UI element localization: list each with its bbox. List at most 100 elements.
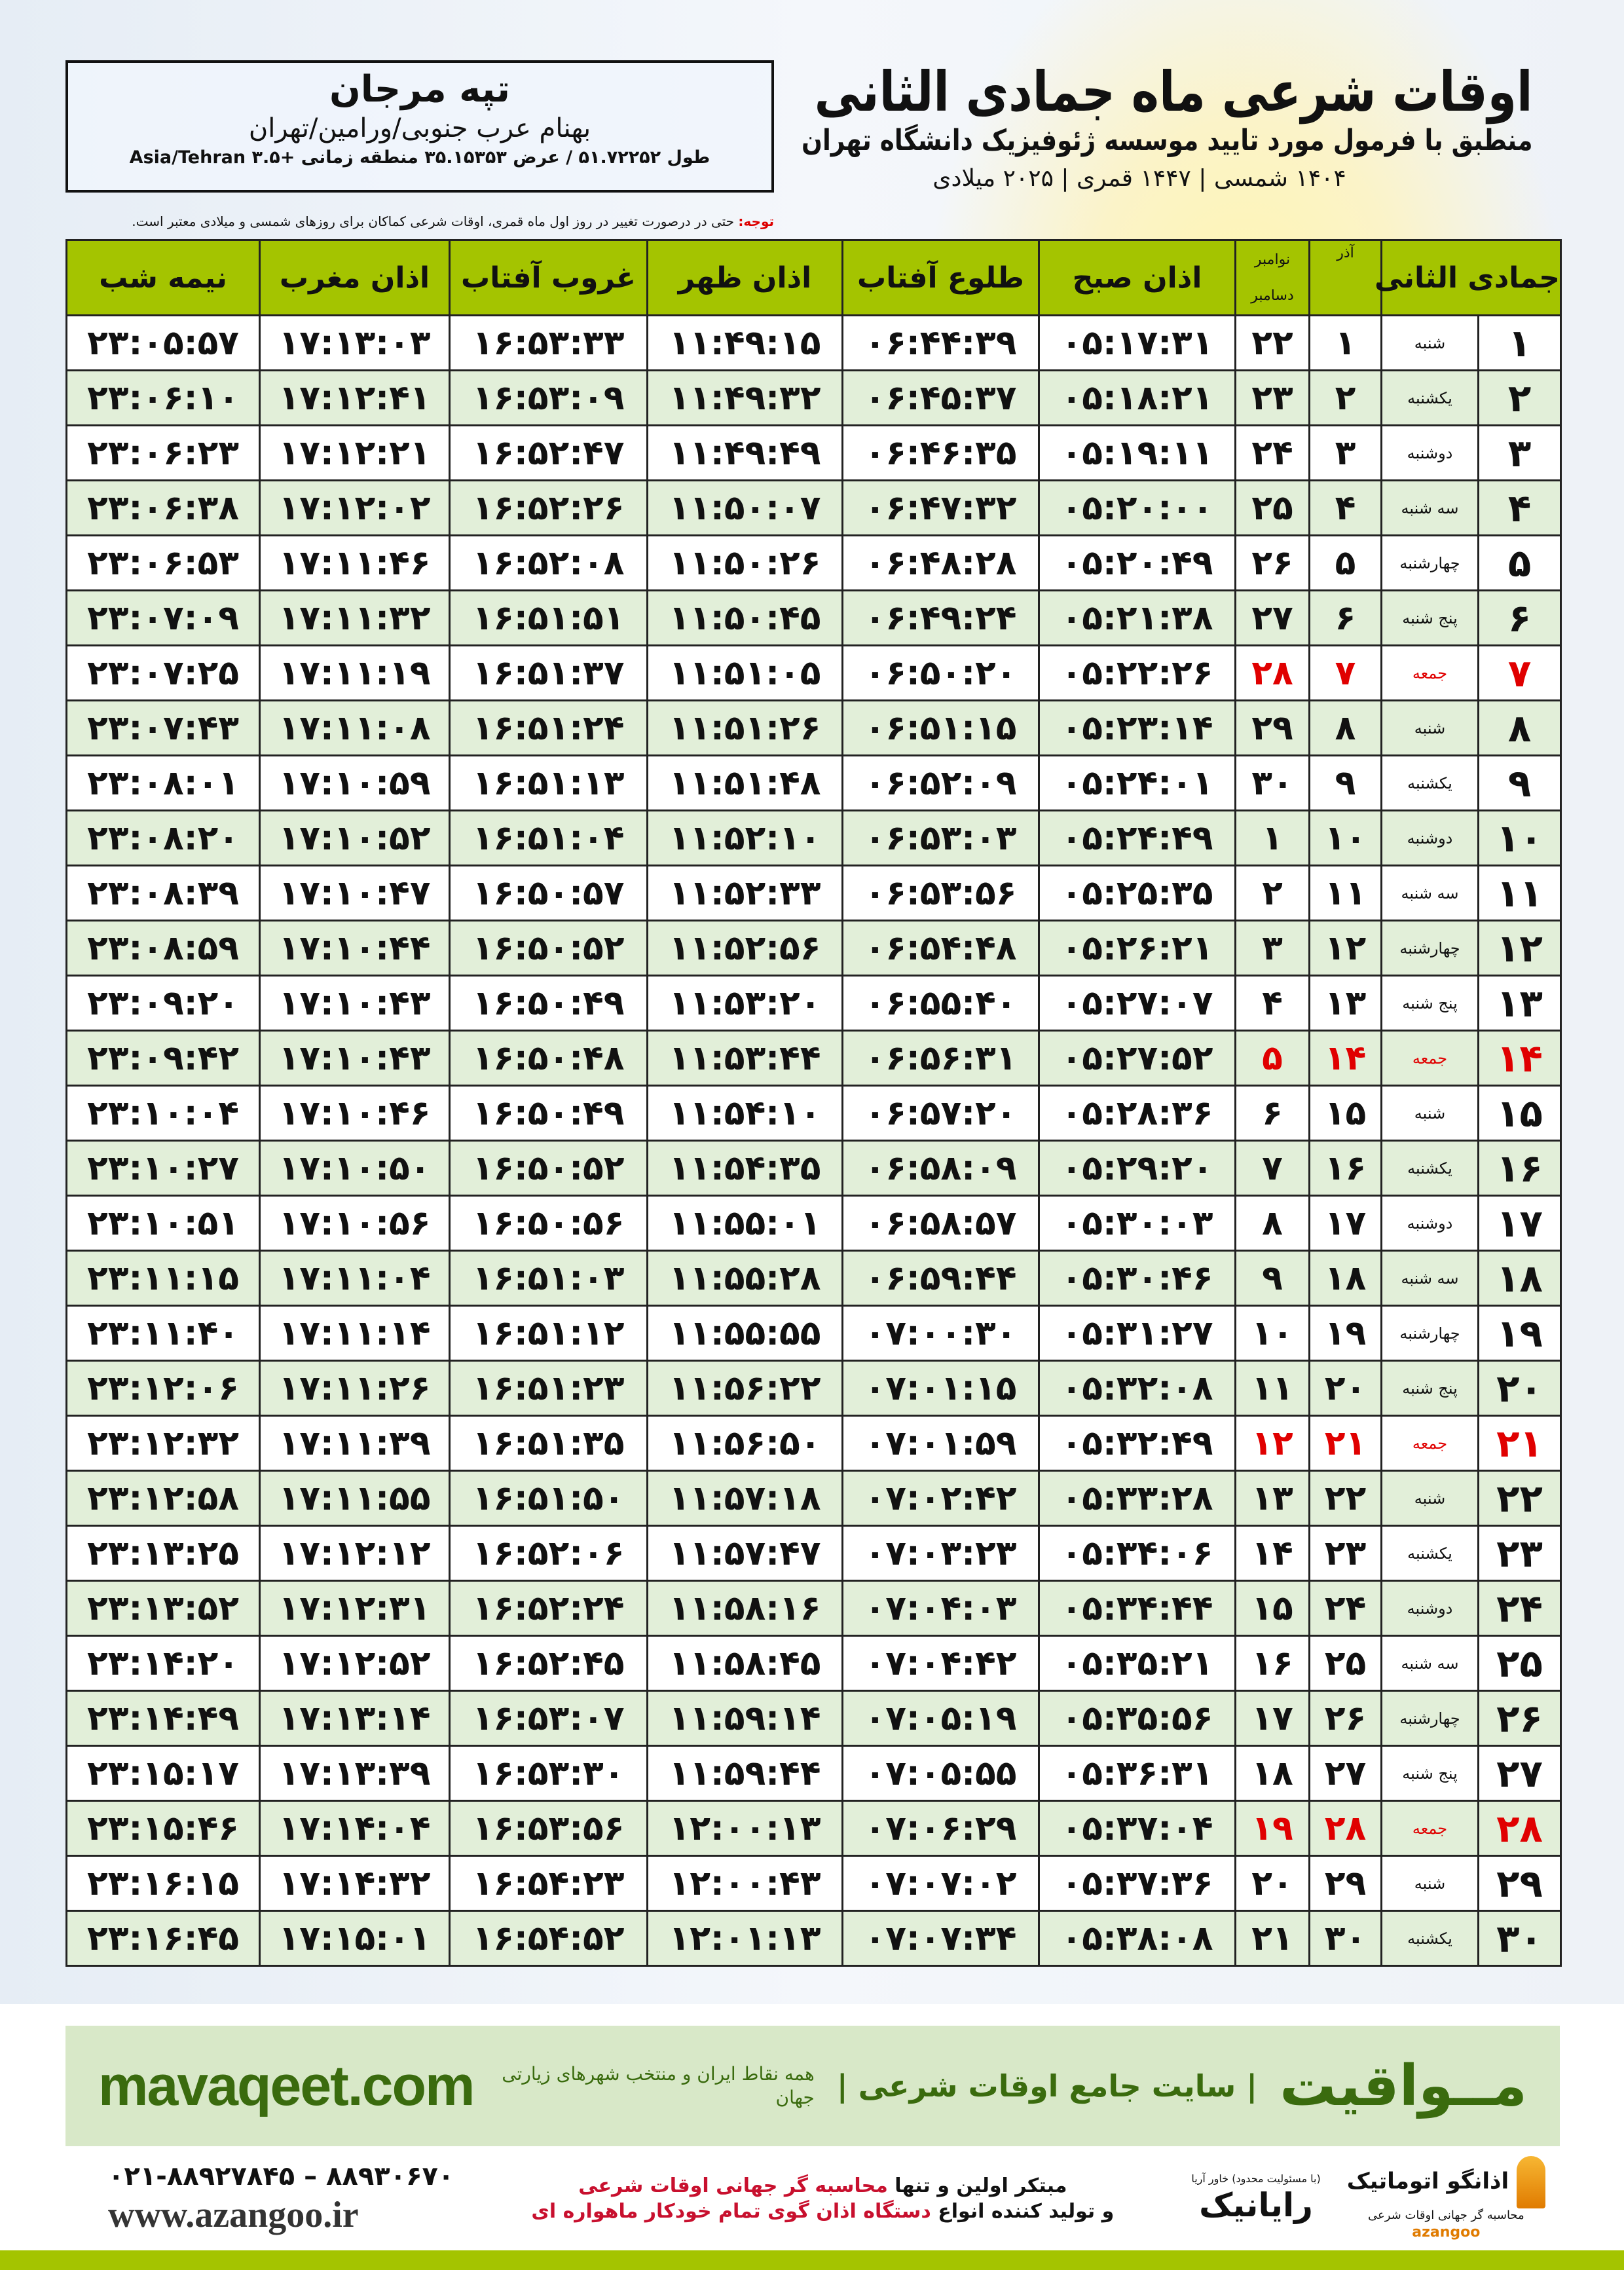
zohr-time: ۱۱:۵۹:۱۴: [646, 1690, 843, 1747]
table-row: ۳۰ یکشنبه ۳۰ ۲۱ ۰۵:۳۸:۰۸ ۰۷:۰۷:۳۴ ۱۲:۰۱:۱۳ ۱۶:۵…: [65, 1910, 1562, 1967]
azangoo-sub: محاسبه گر جهانی اوقات شرعی: [1367, 2208, 1524, 2222]
azar-day: ۳۰: [1308, 1910, 1382, 1967]
sobh-time: ۰۵:۳۸:۰۸: [1038, 1910, 1236, 1967]
table-row: ۱۷ دوشنبه ۱۷ ۸ ۰۵:۳۰:۰۳ ۰۶:۵۸:۵۷ ۱۱:۵۵:۰۱ ۱۶:۵۰…: [65, 1195, 1562, 1252]
zohr-time: ۱۱:۴۹:۱۵: [646, 314, 843, 371]
table-row: ۱۲ چهارشنبه ۱۲ ۳ ۰۵:۲۶:۲۱ ۰۶:۵۴:۴۸ ۱۱:۵۲:۵۶ ۱۶:…: [65, 920, 1562, 977]
sobh-time: ۰۵:۳۰:۴۶: [1038, 1250, 1236, 1307]
col-hijri: جمادی الثانی: [1375, 239, 1562, 316]
nime-time: ۲۳:۱۰:۲۷: [65, 1140, 261, 1197]
table-row: ۷ جمعه ۷ ۲۸ ۰۵:۲۲:۲۶ ۰۶:۵۰:۲۰ ۱۱:۵۱:۰۵ ۱۶:۵۱:۳۷…: [65, 644, 1562, 701]
sobh-time: ۰۵:۲۸:۳۶: [1038, 1085, 1236, 1142]
tolu-time: ۰۶:۵۹:۴۴: [841, 1250, 1040, 1307]
azangoo-name: اذانگو اتوماتیک: [1346, 2168, 1509, 2195]
ghorub-time: ۱۶:۵۰:۵۷: [449, 865, 648, 921]
azar-day: ۱۴: [1308, 1030, 1382, 1087]
weekday: چهارشنبه: [1380, 920, 1480, 977]
sobh-time: ۰۵:۲۲:۲۶: [1038, 644, 1236, 701]
maghrib-time: ۱۷:۱۵:۰۱: [259, 1910, 451, 1967]
gregorian-day: ۱۳: [1234, 1470, 1310, 1527]
ghorub-time: ۱۶:۵۱:۱۲: [449, 1305, 648, 1362]
col-greg-top: نوامبر: [1254, 251, 1291, 268]
nime-time: ۲۳:۰۸:۵۹: [65, 920, 261, 977]
sobh-time: ۰۵:۳۰:۰۳: [1038, 1195, 1236, 1252]
tolu-time: ۰۷:۰۰:۳۰: [841, 1305, 1040, 1362]
azar-day: ۱۸: [1308, 1250, 1382, 1307]
gregorian-day: ۱۹: [1234, 1800, 1310, 1857]
tolu-time: ۰۷:۰۷:۳۴: [841, 1910, 1040, 1967]
weekday: جمعه: [1380, 1415, 1480, 1472]
year-line: ۱۴۰۴ شمسی | ۱۴۴۷ قمری | ۲۰۲۵ میلادی: [932, 165, 1346, 193]
tolu-time: ۰۷:۰۱:۱۵: [841, 1360, 1040, 1417]
sobh-time: ۰۵:۲۱:۳۸: [1038, 589, 1236, 646]
hijri-day: ۲۰: [1477, 1360, 1562, 1417]
ghorub-time: ۱۶:۵۰:۴۹: [449, 975, 648, 1032]
azar-day: ۵: [1308, 534, 1382, 591]
site-link[interactable]: mavaqeet.com: [98, 2054, 475, 2117]
weekday: جمعه: [1380, 1030, 1480, 1087]
ghorub-time: ۱۶:۵۳:۰۹: [449, 369, 648, 426]
ghorub-time: ۱۶:۵۲:۰۶: [449, 1525, 648, 1582]
maghrib-time: ۱۷:۱۰:۵۶: [259, 1195, 451, 1252]
col-nime: نیمه شب: [65, 239, 261, 316]
gregorian-day: ۲۶: [1234, 534, 1310, 591]
weekday: شنبه: [1380, 1470, 1480, 1527]
table-row: ۲۶ چهارشنبه ۲۶ ۱۷ ۰۵:۳۵:۵۶ ۰۷:۰۵:۱۹ ۱۱:۵۹:۱۴ ۱۶…: [65, 1690, 1562, 1747]
weekday: سه شنبه: [1380, 865, 1480, 921]
website-link[interactable]: www.azangoo.ir: [108, 2195, 359, 2236]
hijri-day: ۲: [1477, 369, 1562, 426]
gregorian-day: ۱۶: [1234, 1635, 1310, 1692]
gregorian-day: ۱۲: [1234, 1415, 1310, 1472]
maghrib-time: ۱۷:۱۳:۳۹: [259, 1745, 451, 1802]
azar-day: ۳: [1308, 424, 1382, 481]
col-maghrib: اذان مغرب: [259, 239, 451, 316]
phone-numbers: ۰۲۱-۸۸۹۲۷۸۴۵ – ۸۸۹۳۰۶۷۰: [108, 2161, 454, 2192]
hijri-day: ۵: [1477, 534, 1562, 591]
gregorian-day: ۲۳: [1234, 369, 1310, 426]
azangoo-logo: اذانگو اتوماتیک محاسبه گر جهانی اوقات شرع…: [1347, 2156, 1545, 2241]
tolu-time: ۰۶:۵۰:۲۰: [841, 644, 1040, 701]
nime-time: ۲۳:۱۶:۱۵: [65, 1855, 261, 1912]
table-row: ۲ یکشنبه ۲ ۲۳ ۰۵:۱۸:۲۱ ۰۶:۴۵:۳۷ ۱۱:۴۹:۳۲ ۱۶:۵۳:…: [65, 369, 1562, 426]
maghrib-time: ۱۷:۱۰:۴۳: [259, 1030, 451, 1087]
gregorian-day: ۳۰: [1234, 754, 1310, 811]
weekday: یکشنبه: [1380, 369, 1480, 426]
sobh-time: ۰۵:۲۷:۵۲: [1038, 1030, 1236, 1087]
hijri-day: ۱۷: [1477, 1195, 1562, 1252]
gregorian-day: ۲۱: [1234, 1910, 1310, 1967]
nime-time: ۲۳:۰۸:۳۹: [65, 865, 261, 921]
tolu-time: ۰۷:۰۲:۴۲: [841, 1470, 1040, 1527]
ghorub-time: ۱۶:۵۴:۵۲: [449, 1910, 648, 1967]
table-row: ۵ چهارشنبه ۵ ۲۶ ۰۵:۲۰:۴۹ ۰۶:۴۸:۲۸ ۱۱:۵۰:۲۶ ۱۶:۵…: [65, 534, 1562, 591]
tolu-time: ۰۶:۴۷:۳۲: [841, 479, 1040, 536]
table-row: ۱۶ یکشنبه ۱۶ ۷ ۰۵:۲۹:۲۰ ۰۶:۵۸:۰۹ ۱۱:۵۴:۳۵ ۱۶:۵۰…: [65, 1140, 1562, 1197]
hijri-day: ۲۹: [1477, 1855, 1562, 1912]
maghrib-time: ۱۷:۱۰:۵۰: [259, 1140, 451, 1197]
zohr-time: ۱۱:۵۵:۵۵: [646, 1305, 843, 1362]
ghorub-time: ۱۶:۵۴:۲۳: [449, 1855, 648, 1912]
header-row: جمادی الثانی آذر نوامبر دسامبر اذان صبح ط…: [65, 239, 1562, 316]
tolu-time: ۰۶:۴۸:۲۸: [841, 534, 1040, 591]
weekday: چهارشنبه: [1380, 534, 1480, 591]
tolu-time: ۰۶:۵۴:۴۸: [841, 920, 1040, 977]
table-row: ۲۲ شنبه ۲۲ ۱۳ ۰۵:۳۳:۲۸ ۰۷:۰۲:۴۲ ۱۱:۵۷:۱۸ ۱۶:۵۱:…: [65, 1470, 1562, 1527]
weekday: دوشنبه: [1380, 809, 1480, 866]
note: توجه: حتی در درصورت تغییر در روز اول ماه…: [26, 214, 774, 229]
sobh-time: ۰۵:۲۳:۱۴: [1038, 699, 1236, 756]
hijri-day: ۹: [1477, 754, 1562, 811]
tolu-time: ۰۶:۵۸:۰۹: [841, 1140, 1040, 1197]
hijri-day: ۸: [1477, 699, 1562, 756]
table-row: ۸ شنبه ۸ ۲۹ ۰۵:۲۳:۱۴ ۰۶:۵۱:۱۵ ۱۱:۵۱:۲۶ ۱۶:۵۱:۲۴…: [65, 699, 1562, 756]
page-title: اوقات شرعی ماه جمادی الثانی: [814, 60, 1532, 124]
azar-day: ۱۷: [1308, 1195, 1382, 1252]
weekday: سه شنبه: [1380, 1250, 1480, 1307]
azar-day: ۱۳: [1308, 975, 1382, 1032]
maghrib-time: ۱۷:۱۰:۴۷: [259, 865, 451, 921]
weekday: پنج شنبه: [1380, 1360, 1480, 1417]
tolu-time: ۰۷:۰۴:۴۲: [841, 1635, 1040, 1692]
tolu-time: ۰۷:۰۴:۰۳: [841, 1580, 1040, 1637]
maghrib-time: ۱۷:۱۱:۰۸: [259, 699, 451, 756]
page-header: اوقات شرعی ماه جمادی الثانی منطبق با فرم…: [779, 60, 1532, 193]
azar-day: ۱۲: [1308, 920, 1382, 977]
ghorub-time: ۱۶:۵۱:۱۳: [449, 754, 648, 811]
